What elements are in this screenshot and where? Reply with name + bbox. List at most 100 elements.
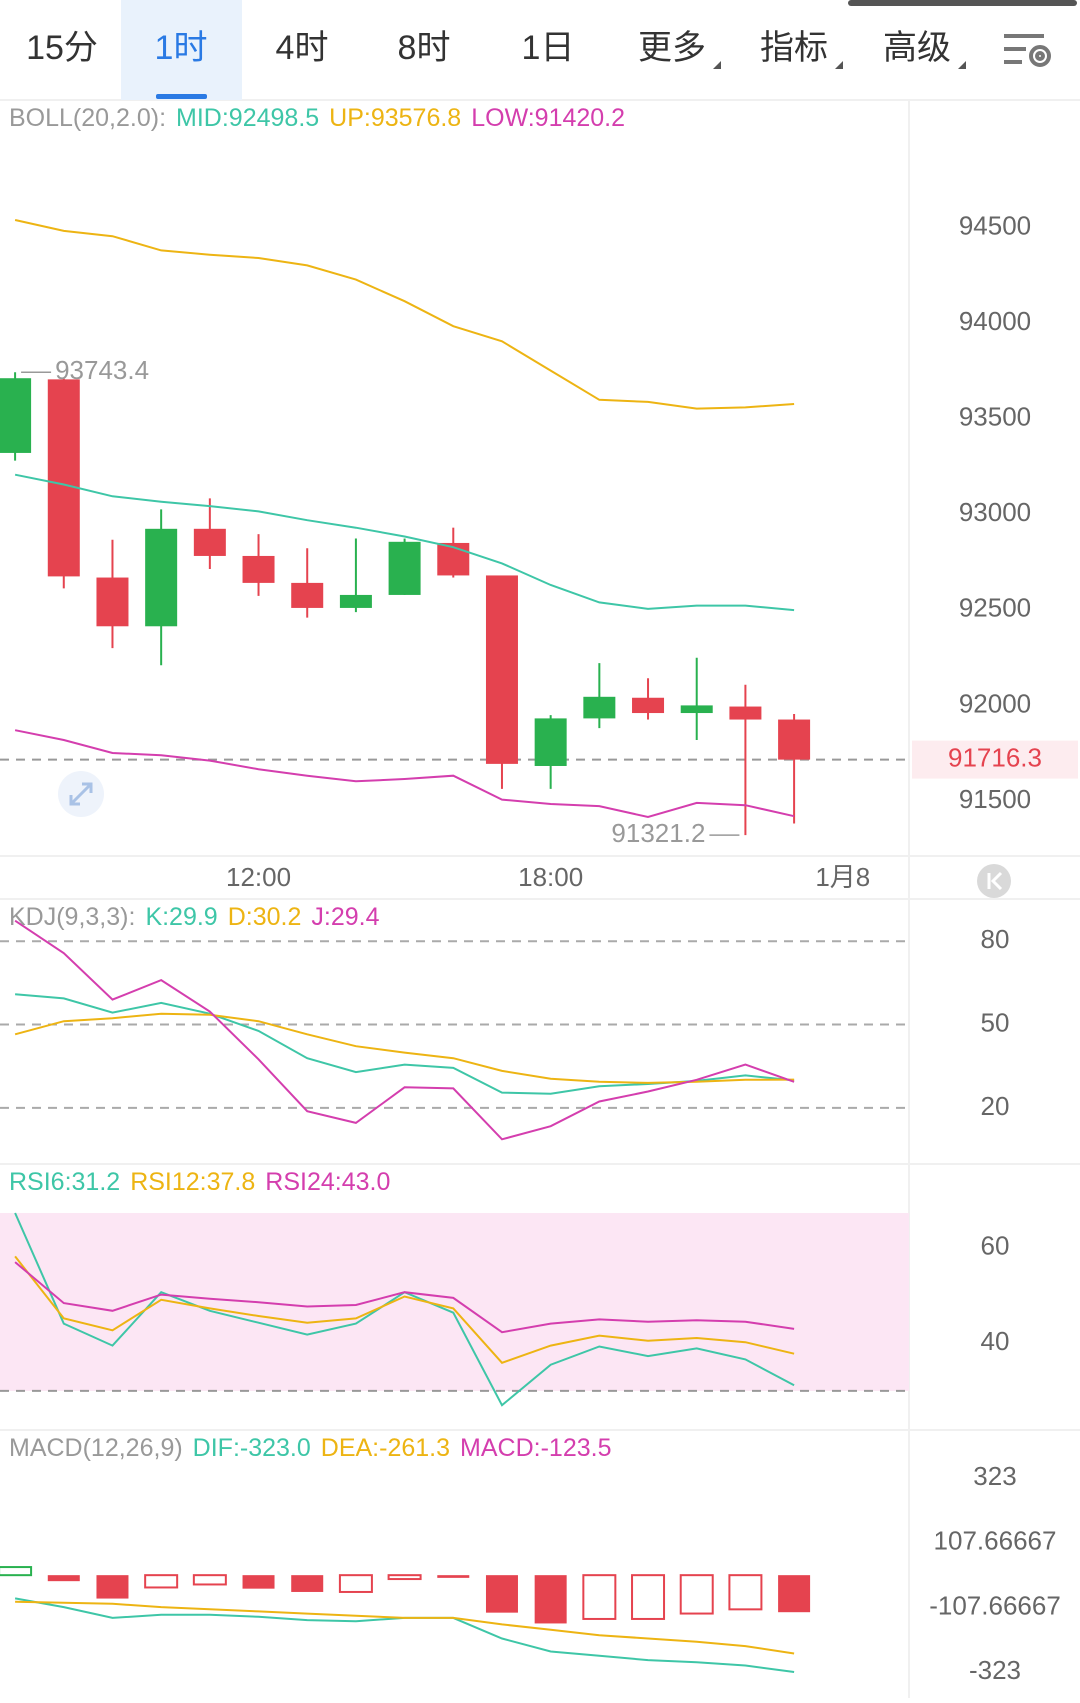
last-price-bg [912, 740, 1078, 779]
tab[interactable]: 高级 [883, 29, 966, 69]
y-tick-label: 107.66667 [934, 1526, 1057, 1556]
scroll-indicator [848, 0, 1077, 6]
histogram-bar [437, 1575, 470, 1578]
indicator-line [14, 1261, 795, 1334]
y-tick-label: 60 [981, 1231, 1010, 1261]
y-tick-label: 93000 [959, 497, 1031, 527]
tab-label: 指标 [760, 29, 828, 67]
candle-body [96, 577, 129, 627]
y-tick-label: 92000 [959, 688, 1031, 718]
tab[interactable]: 指标 [760, 29, 843, 69]
tab[interactable]: 1日 [522, 29, 575, 67]
settings-icon[interactable] [1004, 34, 1051, 67]
expand-arrows [69, 782, 93, 806]
scroll-back-icon [987, 871, 1003, 891]
histogram-bar [47, 1575, 80, 1582]
tab[interactable]: 15分 [26, 29, 98, 67]
y-tick-label: 91500 [959, 784, 1031, 814]
candle-body [534, 718, 567, 766]
candle-body [0, 378, 32, 453]
indicator-legend: RSI6:31.2 RSI12:37.8 RSI24:43.0 [9, 1168, 390, 1196]
indicator-name: BOLL(20,2.0): [9, 104, 166, 132]
legend-entry: LOW:91420.2 [471, 104, 625, 132]
histogram-bar [534, 1575, 567, 1624]
y-tick-label: 94000 [959, 306, 1031, 336]
legend-entry: DIF:-323.0 [193, 1434, 311, 1462]
indicator-line [15, 1600, 795, 1655]
tab-label: 8时 [398, 29, 451, 67]
histogram-bar [679, 1574, 714, 1615]
legend-entry: K:29.9 [145, 903, 217, 931]
expand-button[interactable] [58, 771, 104, 817]
tab-label: 15分 [26, 29, 98, 67]
legend-entry: RSI24:43.0 [265, 1168, 390, 1196]
candle-body [242, 555, 275, 583]
icon-gear-center [1035, 51, 1045, 61]
candle-body [47, 379, 80, 577]
histogram-bar [291, 1575, 324, 1592]
indicator-line [14, 473, 795, 612]
histogram-bar [778, 1575, 811, 1613]
candle-body [193, 528, 226, 556]
x-tick-label: 1月8 [815, 862, 870, 892]
legend-entry: RSI12:37.8 [130, 1168, 255, 1196]
histogram-bar [192, 1574, 227, 1586]
indicator-line [14, 219, 795, 410]
last-price-label: 91716.3 [948, 742, 1042, 772]
tab-label: 4时 [276, 29, 329, 67]
candle-body [485, 575, 518, 764]
histogram-bar [631, 1574, 666, 1620]
candle-body [680, 705, 713, 714]
histogram-bar [582, 1574, 617, 1620]
y-tick-label: 93500 [959, 402, 1031, 432]
histogram-bar [96, 1575, 129, 1599]
legend-entry: RSI6:31.2 [9, 1168, 120, 1196]
active-tab-indicator [156, 94, 207, 99]
legend-entry: MACD:-123.5 [460, 1434, 611, 1462]
tab-label: 更多 [638, 29, 706, 67]
dropdown-caret [713, 61, 721, 69]
indicator-line [14, 1012, 795, 1084]
y-tick-label: 323 [973, 1461, 1016, 1491]
indicator-line [14, 919, 795, 1141]
tab[interactable]: 更多 [638, 29, 721, 69]
active-tab-bg [121, 0, 242, 100]
histogram-bar [338, 1574, 373, 1593]
indicator-line [14, 1255, 795, 1364]
extreme-label: 91321.2 [611, 818, 705, 848]
candle-body [145, 528, 178, 627]
histogram-bar [387, 1574, 422, 1581]
candle-body [583, 696, 616, 719]
y-tick-label: -107.66667 [929, 1590, 1061, 1620]
legend-entry: UP:93576.8 [329, 104, 461, 132]
candle-body [388, 541, 421, 595]
indicator-legend: BOLL(20,2.0): MID:92498.5 UP:93576.8 LOW:91… [9, 104, 625, 132]
legend-entry: MID:92498.5 [176, 104, 319, 132]
candle-body [729, 706, 762, 720]
histogram-bar [242, 1575, 275, 1589]
y-tick-label: 50 [981, 1007, 1010, 1037]
tab[interactable]: 8时 [398, 29, 451, 67]
dropdown-caret [835, 61, 843, 69]
tab[interactable]: 4时 [276, 29, 329, 67]
histogram-bar [485, 1575, 518, 1613]
indicator-legend: MACD(12,26,9) DIF:-323.0 DEA:-261.3 MACD:-1… [9, 1434, 611, 1462]
y-tick-label: 40 [981, 1326, 1010, 1356]
indicator-line [14, 729, 795, 819]
dropdown-caret [958, 61, 966, 69]
histogram-bar [728, 1574, 763, 1611]
candle-body [437, 542, 470, 576]
candle-body [339, 594, 372, 608]
extreme-label: 93743.4 [55, 355, 149, 385]
candle-body [291, 582, 324, 608]
tab[interactable]: 1时 [121, 0, 242, 100]
y-tick-label: 94500 [959, 210, 1031, 240]
indicator-name: MACD(12,26,9) [9, 1434, 183, 1462]
icon-gear [1029, 45, 1051, 67]
legend-entry: DEA:-261.3 [321, 1434, 450, 1462]
scroll-back-button[interactable] [977, 864, 1011, 898]
histogram-bar [0, 1566, 33, 1577]
x-tick-label: 12:00 [226, 862, 291, 892]
tab-label: 1时 [155, 29, 208, 67]
y-tick-label: 92500 [959, 593, 1031, 623]
